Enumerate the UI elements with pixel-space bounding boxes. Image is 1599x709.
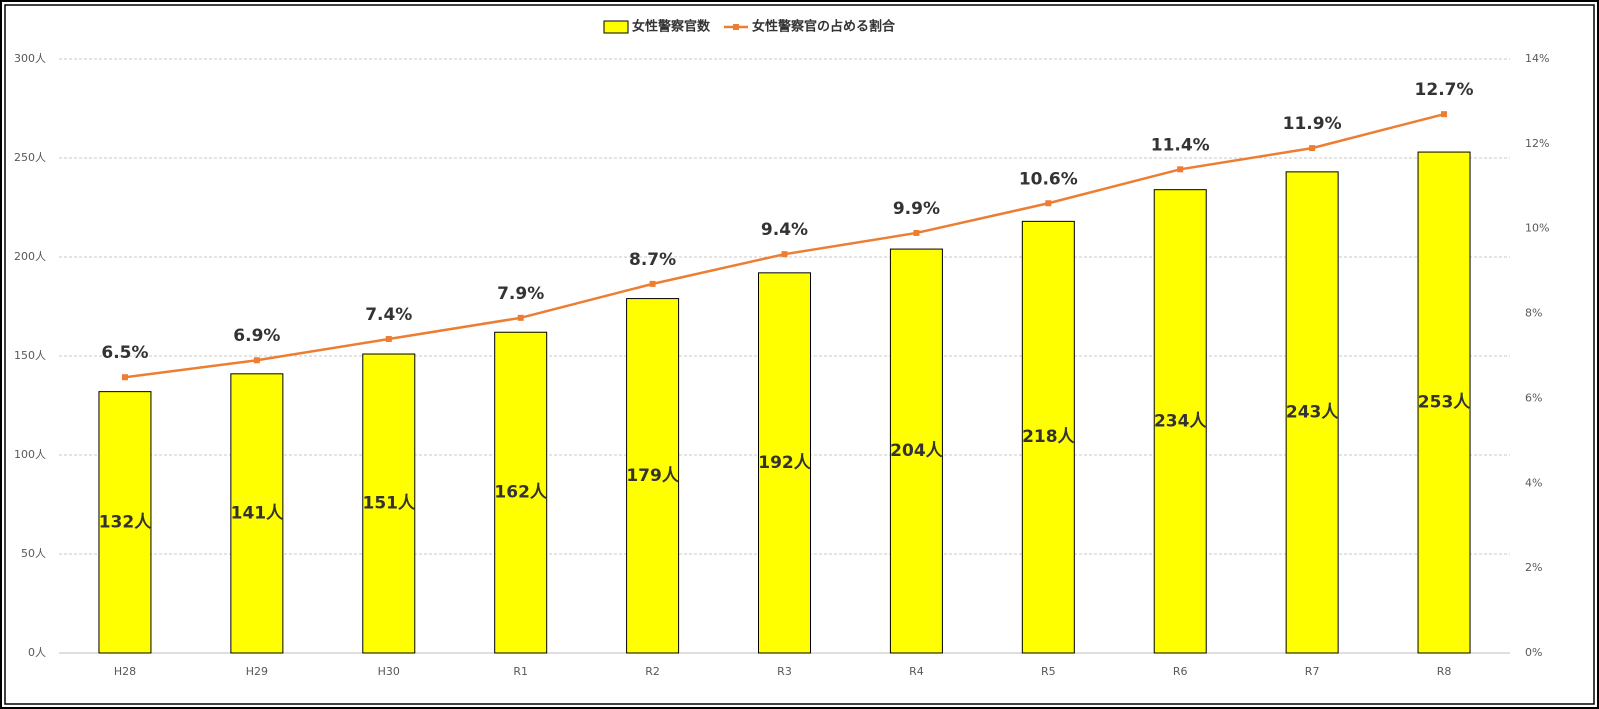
line-value-label: 10.6% bbox=[1019, 169, 1078, 189]
x-tick-label: R8 bbox=[1437, 665, 1452, 678]
line-value-label: 11.9% bbox=[1283, 114, 1342, 134]
bar-value-label: 132人 bbox=[99, 512, 152, 532]
y-tick-label: 200人 bbox=[14, 250, 46, 263]
y2-tick-label: 10% bbox=[1525, 222, 1549, 235]
y-tick-label: 100人 bbox=[14, 448, 46, 461]
line-marker bbox=[913, 229, 920, 236]
y2-tick-label: 4% bbox=[1525, 476, 1542, 489]
x-tick-label: R4 bbox=[909, 665, 924, 678]
line-marker bbox=[1309, 145, 1316, 152]
x-tick-label: R1 bbox=[513, 665, 528, 678]
bar bbox=[362, 353, 416, 654]
line-marker bbox=[649, 280, 656, 287]
line-value-label: 9.4% bbox=[761, 220, 808, 240]
bar bbox=[98, 391, 152, 654]
bar bbox=[758, 272, 811, 654]
line-value-label: 7.4% bbox=[365, 305, 412, 325]
x-tick-label: R7 bbox=[1305, 665, 1320, 678]
legend-label: 女性警察官の占める割合 bbox=[752, 19, 896, 35]
line-value-label: 8.7% bbox=[629, 250, 676, 270]
bar-value-label: 234人 bbox=[1154, 411, 1207, 431]
y2-tick-label: 2% bbox=[1525, 561, 1542, 574]
bar bbox=[1285, 171, 1339, 654]
y2-tick-label: 14% bbox=[1525, 52, 1549, 65]
line-marker bbox=[781, 251, 788, 258]
y2-tick-label: 8% bbox=[1525, 307, 1542, 320]
x-tick-label: H28 bbox=[114, 665, 136, 678]
legend-marker bbox=[733, 24, 740, 30]
bar bbox=[1153, 189, 1207, 654]
bar bbox=[1021, 220, 1075, 654]
y-tick-label: 50人 bbox=[21, 547, 46, 560]
line-value-label: 11.4% bbox=[1151, 135, 1210, 155]
bar-value-label: 204人 bbox=[890, 441, 943, 461]
line-value-label: 6.5% bbox=[101, 343, 148, 363]
x-tick-label: R6 bbox=[1173, 665, 1188, 678]
bar-value-label: 243人 bbox=[1286, 402, 1339, 422]
x-tick-label: H30 bbox=[378, 665, 400, 678]
line-value-label: 9.9% bbox=[893, 199, 940, 219]
x-tick-label: R2 bbox=[645, 665, 660, 678]
y-tick-label: 150人 bbox=[14, 349, 46, 362]
bar-value-label: 179人 bbox=[626, 466, 679, 486]
bar-value-label: 192人 bbox=[758, 453, 811, 473]
line-marker bbox=[1177, 166, 1184, 173]
bar-value-label: 218人 bbox=[1022, 427, 1075, 447]
x-tick-label: R3 bbox=[777, 665, 792, 678]
inner-frame bbox=[4, 4, 1595, 705]
bar-value-label: 253人 bbox=[1418, 393, 1471, 413]
y-tick-label: 250人 bbox=[14, 151, 46, 164]
line-marker bbox=[1441, 111, 1448, 118]
bar-value-label: 151人 bbox=[363, 494, 416, 514]
bar bbox=[1417, 151, 1471, 654]
legend-label: 女性警察官数 bbox=[632, 19, 711, 35]
line-marker bbox=[385, 336, 392, 343]
y-tick-label: 0人 bbox=[28, 646, 46, 659]
y-tick-label: 300人 bbox=[14, 52, 46, 65]
line-marker bbox=[1045, 200, 1052, 207]
y2-tick-label: 6% bbox=[1525, 391, 1542, 404]
y2-tick-label: 0% bbox=[1525, 646, 1542, 659]
bar bbox=[230, 373, 284, 654]
line-marker bbox=[121, 374, 128, 381]
line-marker bbox=[517, 314, 524, 321]
bar bbox=[626, 298, 680, 654]
line-marker bbox=[253, 357, 260, 364]
bar-value-label: 162人 bbox=[494, 483, 547, 503]
line-value-label: 12.7% bbox=[1415, 80, 1474, 100]
legend-swatch bbox=[603, 20, 629, 34]
line-value-label: 6.9% bbox=[233, 326, 280, 346]
bar-value-label: 141人 bbox=[231, 503, 284, 523]
bar bbox=[494, 331, 548, 654]
y2-tick-label: 12% bbox=[1525, 137, 1549, 150]
bar bbox=[889, 248, 943, 654]
x-tick-label: R5 bbox=[1041, 665, 1056, 678]
line-value-label: 7.9% bbox=[497, 284, 544, 304]
x-tick-label: H29 bbox=[246, 665, 268, 678]
